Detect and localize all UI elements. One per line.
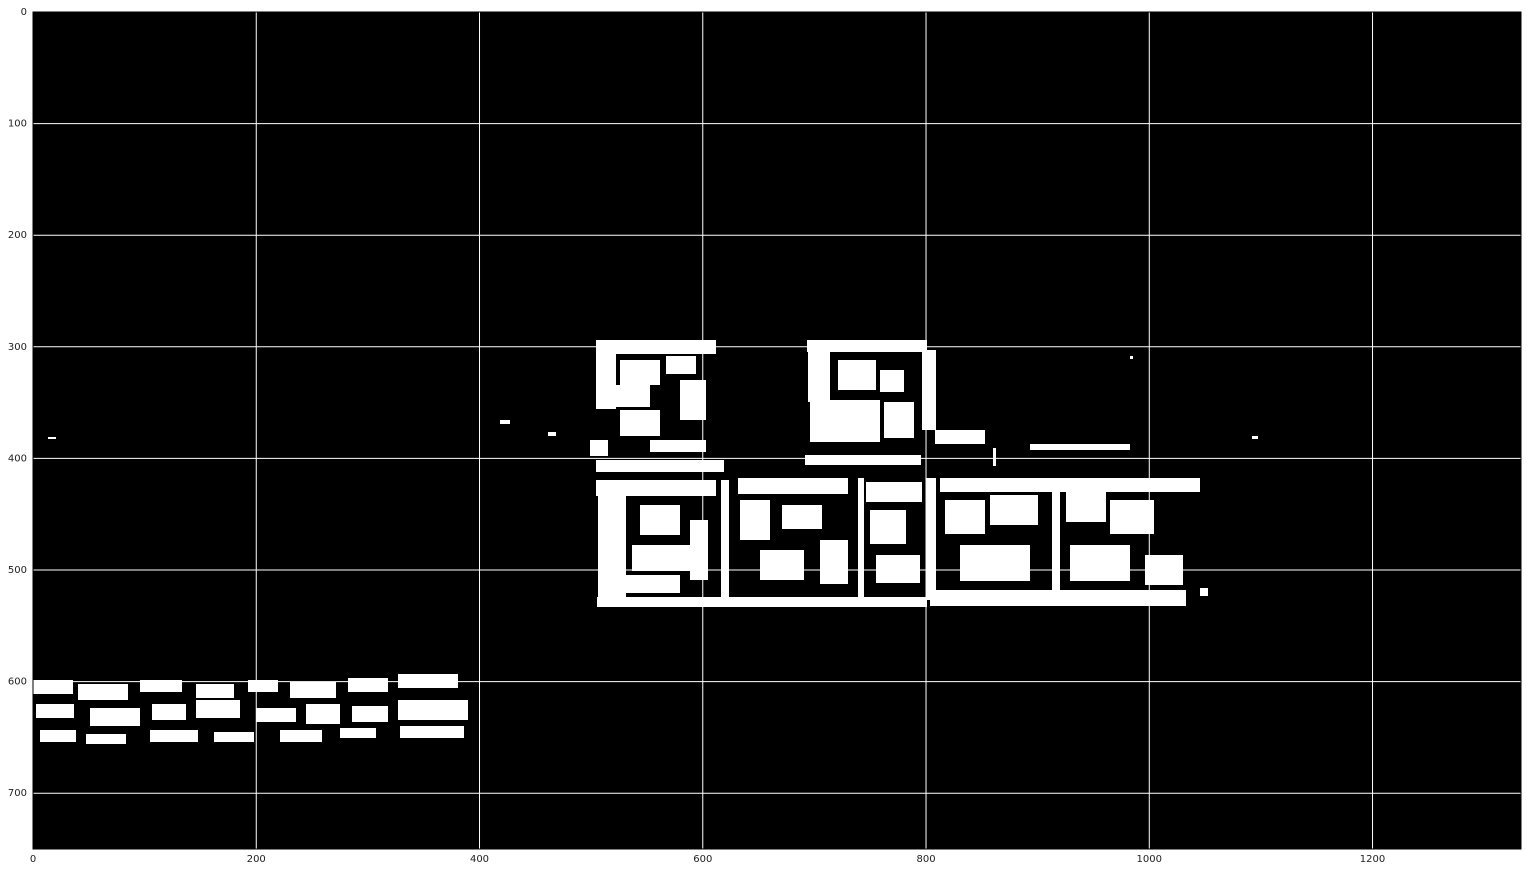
white-blob-regions [33,340,1258,744]
y-tick-label: 200 [8,230,27,241]
x-tick-label: 200 [247,854,266,865]
lower-row-blobs [596,478,1208,607]
y-tick-label: 300 [8,342,27,353]
y-tick-label: 700 [8,788,27,799]
x-tick-label: 600 [693,854,712,865]
x-tick-labels: 0 200 400 600 800 1000 1200 [30,854,1385,865]
x-tick-label: 1200 [1360,854,1385,865]
x-tick-label: 800 [916,854,935,865]
y-tick-label: 400 [8,453,27,464]
x-tick-label: 400 [470,854,489,865]
y-tick-label: 0 [21,7,27,18]
speck-blobs [48,356,1258,466]
image-frame [32,11,1522,850]
lower-left-band-blobs [33,674,468,744]
upper-left-box-blobs [590,340,724,472]
y-tick-labels: 0 100 200 300 400 500 600 700 [8,7,27,799]
y-tick-label: 500 [8,565,27,576]
x-tick-label: 1000 [1137,854,1162,865]
y-tick-label: 100 [8,119,27,130]
y-tick-label: 600 [8,677,27,688]
upper-right-box-blobs [805,340,1130,465]
x-tick-label: 0 [30,854,36,865]
